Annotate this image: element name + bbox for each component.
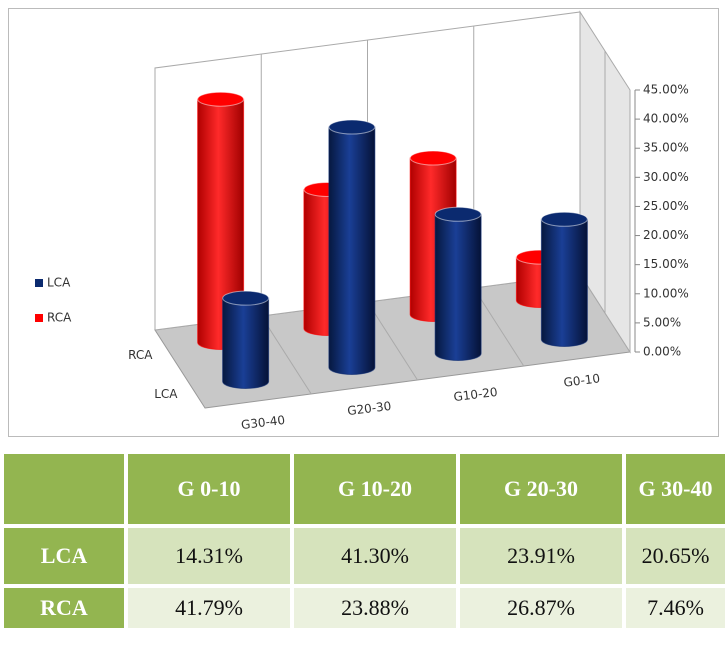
cylinder [328,119,376,375]
y-tick-label: 30.00% [643,170,689,184]
cylinder-top [197,91,245,107]
cylinder-body [328,126,376,375]
floor-divider [473,287,525,367]
legend-label: RCA [47,311,72,325]
y-tick-label: 35.00% [643,141,689,155]
cylinder-body [434,213,482,361]
cell: 20.65% [622,524,725,588]
cell: 14.31% [124,524,294,588]
cylinder-top [222,290,270,306]
column-header: G 30-40 [622,450,725,528]
cell: 41.30% [290,524,460,588]
x-tick-label: G30-40 [240,413,286,432]
data-table: G 0-10 G 10-20 G 20-30 G 30-40 LCA 14.31… [0,450,725,632]
y-tick-label: 20.00% [643,228,689,242]
cell: 23.91% [456,524,626,588]
floor-divider [260,315,312,395]
depth-label: RCA [128,348,153,362]
cylinder-body [540,218,588,347]
cylinder-top [409,150,457,166]
cell: 26.87% [456,584,626,632]
cylinder [434,206,482,361]
x-tick-label: G20-30 [347,399,393,418]
y-tick-label: 10.00% [643,286,689,300]
depth-label: LCA [154,387,178,401]
cylinder-top [540,211,588,227]
y-tick-label: 5.00% [643,315,681,329]
cylinder [540,211,588,347]
x-tick-label: G10-20 [453,385,499,404]
y-tick-label: 45.00% [643,83,689,97]
floor-divider [367,301,418,381]
cell: 7.46% [622,584,725,632]
cylinder [222,290,270,389]
y-tick-label: 15.00% [643,257,689,271]
y-tick-label: 0.00% [643,345,681,359]
cell: 23.88% [290,584,460,632]
row-header: LCA [0,524,128,588]
corner-cell [0,450,128,528]
column-header: G 10-20 [290,450,460,528]
cylinder-top [434,206,482,222]
legend-swatch [35,314,43,322]
cylinder-body [222,297,270,389]
y-tick-label: 40.00% [643,112,689,126]
legend-swatch [35,279,43,287]
cell: 41.79% [124,584,294,632]
y-tick-label: 25.00% [643,199,689,213]
chart: 0.00% 5.00% 10.00% 15.00% 20.00% 25.00% 30.00%… [8,8,719,437]
cylinder-top [328,119,376,135]
column-header: G 20-30 [456,450,626,528]
column-header: G 0-10 [124,450,294,528]
row-header: RCA [0,584,128,632]
legend-label: LCA [47,276,71,290]
x-tick-label: G0-10 [563,371,601,389]
